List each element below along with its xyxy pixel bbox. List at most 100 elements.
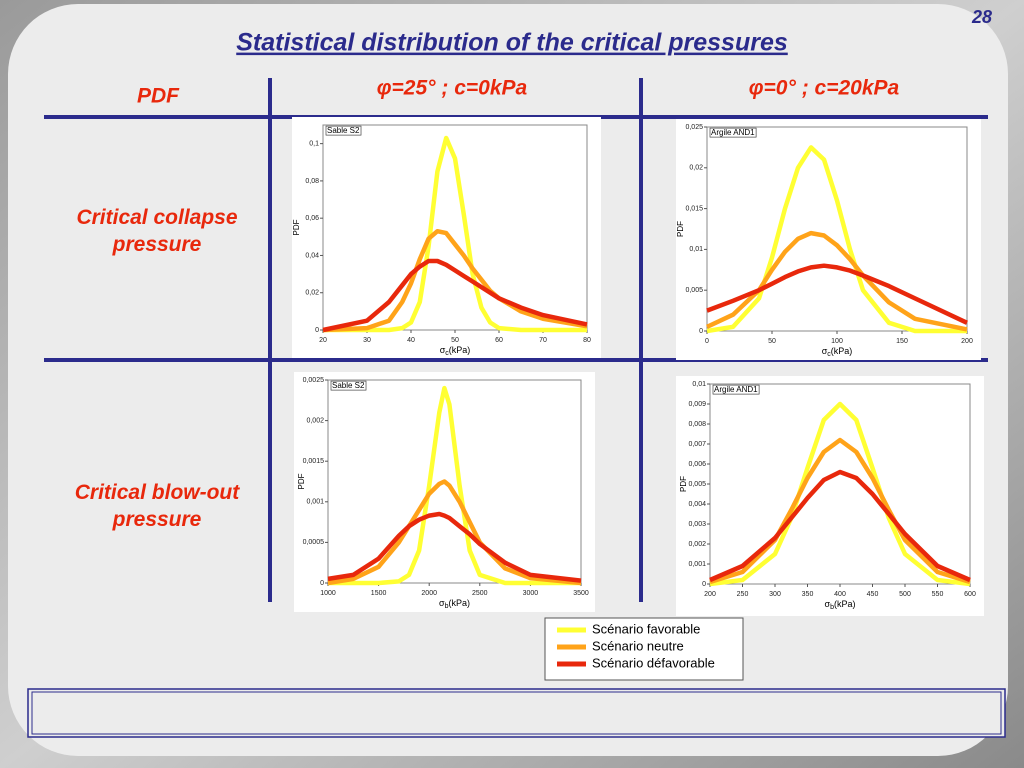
x-label-sub: c <box>827 351 831 358</box>
x-tick-label: 2500 <box>472 590 488 597</box>
y-tick-label: 0,003 <box>688 521 706 528</box>
y-tick-label: 0,04 <box>305 252 319 259</box>
y-axis-label: PDF <box>297 473 306 489</box>
x-label-unit: (kPa) <box>831 346 853 356</box>
y-tick-label: 0,002 <box>688 541 706 548</box>
x-tick-label: 0 <box>705 338 709 345</box>
x-tick-label: 40 <box>407 337 415 344</box>
y-tick-label: 0 <box>699 328 703 335</box>
legend-label: Scénario favorable <box>592 621 700 636</box>
y-tick-label: 0,02 <box>689 165 703 172</box>
header-cell: φ=25° ; c=0kPa <box>377 77 528 100</box>
x-axis-label: σc(kPa) <box>822 346 853 357</box>
x-tick-label: 20 <box>319 337 327 344</box>
x-tick-label: 150 <box>896 338 908 345</box>
header-cell: φ=0° ; c=20kPa <box>749 77 900 100</box>
x-tick-label: 500 <box>899 591 911 598</box>
y-tick-label: 0,02 <box>305 290 319 297</box>
series-line <box>322 258 588 333</box>
x-tick-label: 100 <box>831 338 843 345</box>
x-label-sub: b <box>445 603 449 610</box>
x-tick-label: 1000 <box>320 590 336 597</box>
x-tick-label: 450 <box>867 591 879 598</box>
y-axis-label: PDF <box>679 476 688 492</box>
y-tick-label: 0 <box>315 327 319 334</box>
chart: 0 0,0005 0,001 0,0015 0,002 0,0025 1000 1500 200… <box>294 372 595 612</box>
x-axis-label: σb(kPa) <box>439 598 470 609</box>
x-axis-label: σc(kPa) <box>440 345 471 356</box>
legend-label: Scénario défavorable <box>592 655 715 670</box>
row-label-box: Critical blow-out pressure <box>75 481 240 531</box>
plot-frame <box>709 383 971 585</box>
x-tick-label: 400 <box>834 591 846 598</box>
x-tick-label: 2000 <box>421 590 437 597</box>
series-line <box>328 385 581 586</box>
y-tick-label: 0,0005 <box>303 539 325 546</box>
chart: 0 0,001 0,002 0,003 0,004 0,005 0,006 0,007 0,00… <box>676 376 984 616</box>
row-label: Critical collapse pressure <box>76 206 238 256</box>
y-tick-label: 0,004 <box>688 501 706 508</box>
x-label-symbol: σ <box>825 599 831 609</box>
y-axis-label: PDF <box>292 219 301 235</box>
plot-frame <box>327 379 582 584</box>
x-tick-label: 350 <box>802 591 814 598</box>
header-cell: PDF <box>137 85 180 108</box>
x-tick-label: 250 <box>737 591 749 598</box>
y-tick-label: 0,009 <box>688 401 706 408</box>
y-tick-label: 0,0015 <box>303 458 325 465</box>
x-tick-label: 550 <box>932 591 944 598</box>
y-tick-label: 0,015 <box>685 205 703 212</box>
y-tick-label: 0,006 <box>688 461 706 468</box>
x-label-symbol: σ <box>439 598 445 608</box>
footer-inner <box>31 691 1002 735</box>
chart-label-box <box>709 127 757 138</box>
legend-label: Scénario neutre <box>592 638 684 653</box>
y-tick-label: 0,001 <box>306 499 324 506</box>
y-tick-label: 0,08 <box>305 178 319 185</box>
y-tick-label: 0,01 <box>692 381 706 388</box>
x-tick-label: 600 <box>964 591 976 598</box>
series-line <box>327 511 582 583</box>
y-tick-label: 0,008 <box>688 421 706 428</box>
x-label-unit: (kPa) <box>448 598 470 608</box>
x-tick-label: 3500 <box>573 590 589 597</box>
y-tick-label: 0,01 <box>689 246 703 253</box>
x-tick-label: 80 <box>583 337 591 344</box>
x-tick-label: 50 <box>451 337 459 344</box>
x-tick-label: 200 <box>704 591 716 598</box>
x-tick-label: 200 <box>961 338 973 345</box>
y-axis-label: PDF <box>676 221 685 237</box>
y-tick-label: 0 <box>702 581 706 588</box>
series-line <box>706 263 968 325</box>
y-tick-label: 0 <box>320 580 324 587</box>
y-tick-label: 0,002 <box>306 417 324 424</box>
x-label-unit: (kPa) <box>834 599 856 609</box>
y-tick-label: 0,005 <box>688 481 706 488</box>
x-tick-label: 70 <box>539 337 547 344</box>
chart: 0 0,005 0,01 0,015 0,02 0,025 0 50 100 150 200 Argi… <box>676 119 981 360</box>
chart-label: Sable S2 <box>327 126 360 135</box>
row-label-box: Critical collapse pressure <box>76 206 238 256</box>
series-line <box>323 135 587 333</box>
series-line <box>709 469 971 583</box>
footer-box <box>27 688 1006 738</box>
y-tick-label: 0,025 <box>685 124 703 131</box>
x-tick-label: 300 <box>769 591 781 598</box>
x-tick-label: 50 <box>768 338 776 345</box>
x-tick-label: 60 <box>495 337 503 344</box>
x-label-symbol: σ <box>440 345 446 355</box>
page-number: 28 <box>971 7 992 27</box>
y-tick-label: 0,007 <box>688 441 706 448</box>
y-tick-label: 0,005 <box>685 287 703 294</box>
x-tick-label: 3000 <box>523 590 539 597</box>
x-label-sub: b <box>830 604 834 611</box>
x-label-symbol: σ <box>822 346 828 356</box>
chart-label: Sable S2 <box>332 381 365 390</box>
y-tick-label: 0,0025 <box>303 377 325 384</box>
chart-label: Argile AND1 <box>711 128 755 137</box>
series-line <box>709 401 971 587</box>
y-tick-label: 0,1 <box>309 140 319 147</box>
chart-label-box <box>330 380 367 391</box>
chart-label: Argile AND1 <box>714 385 758 394</box>
